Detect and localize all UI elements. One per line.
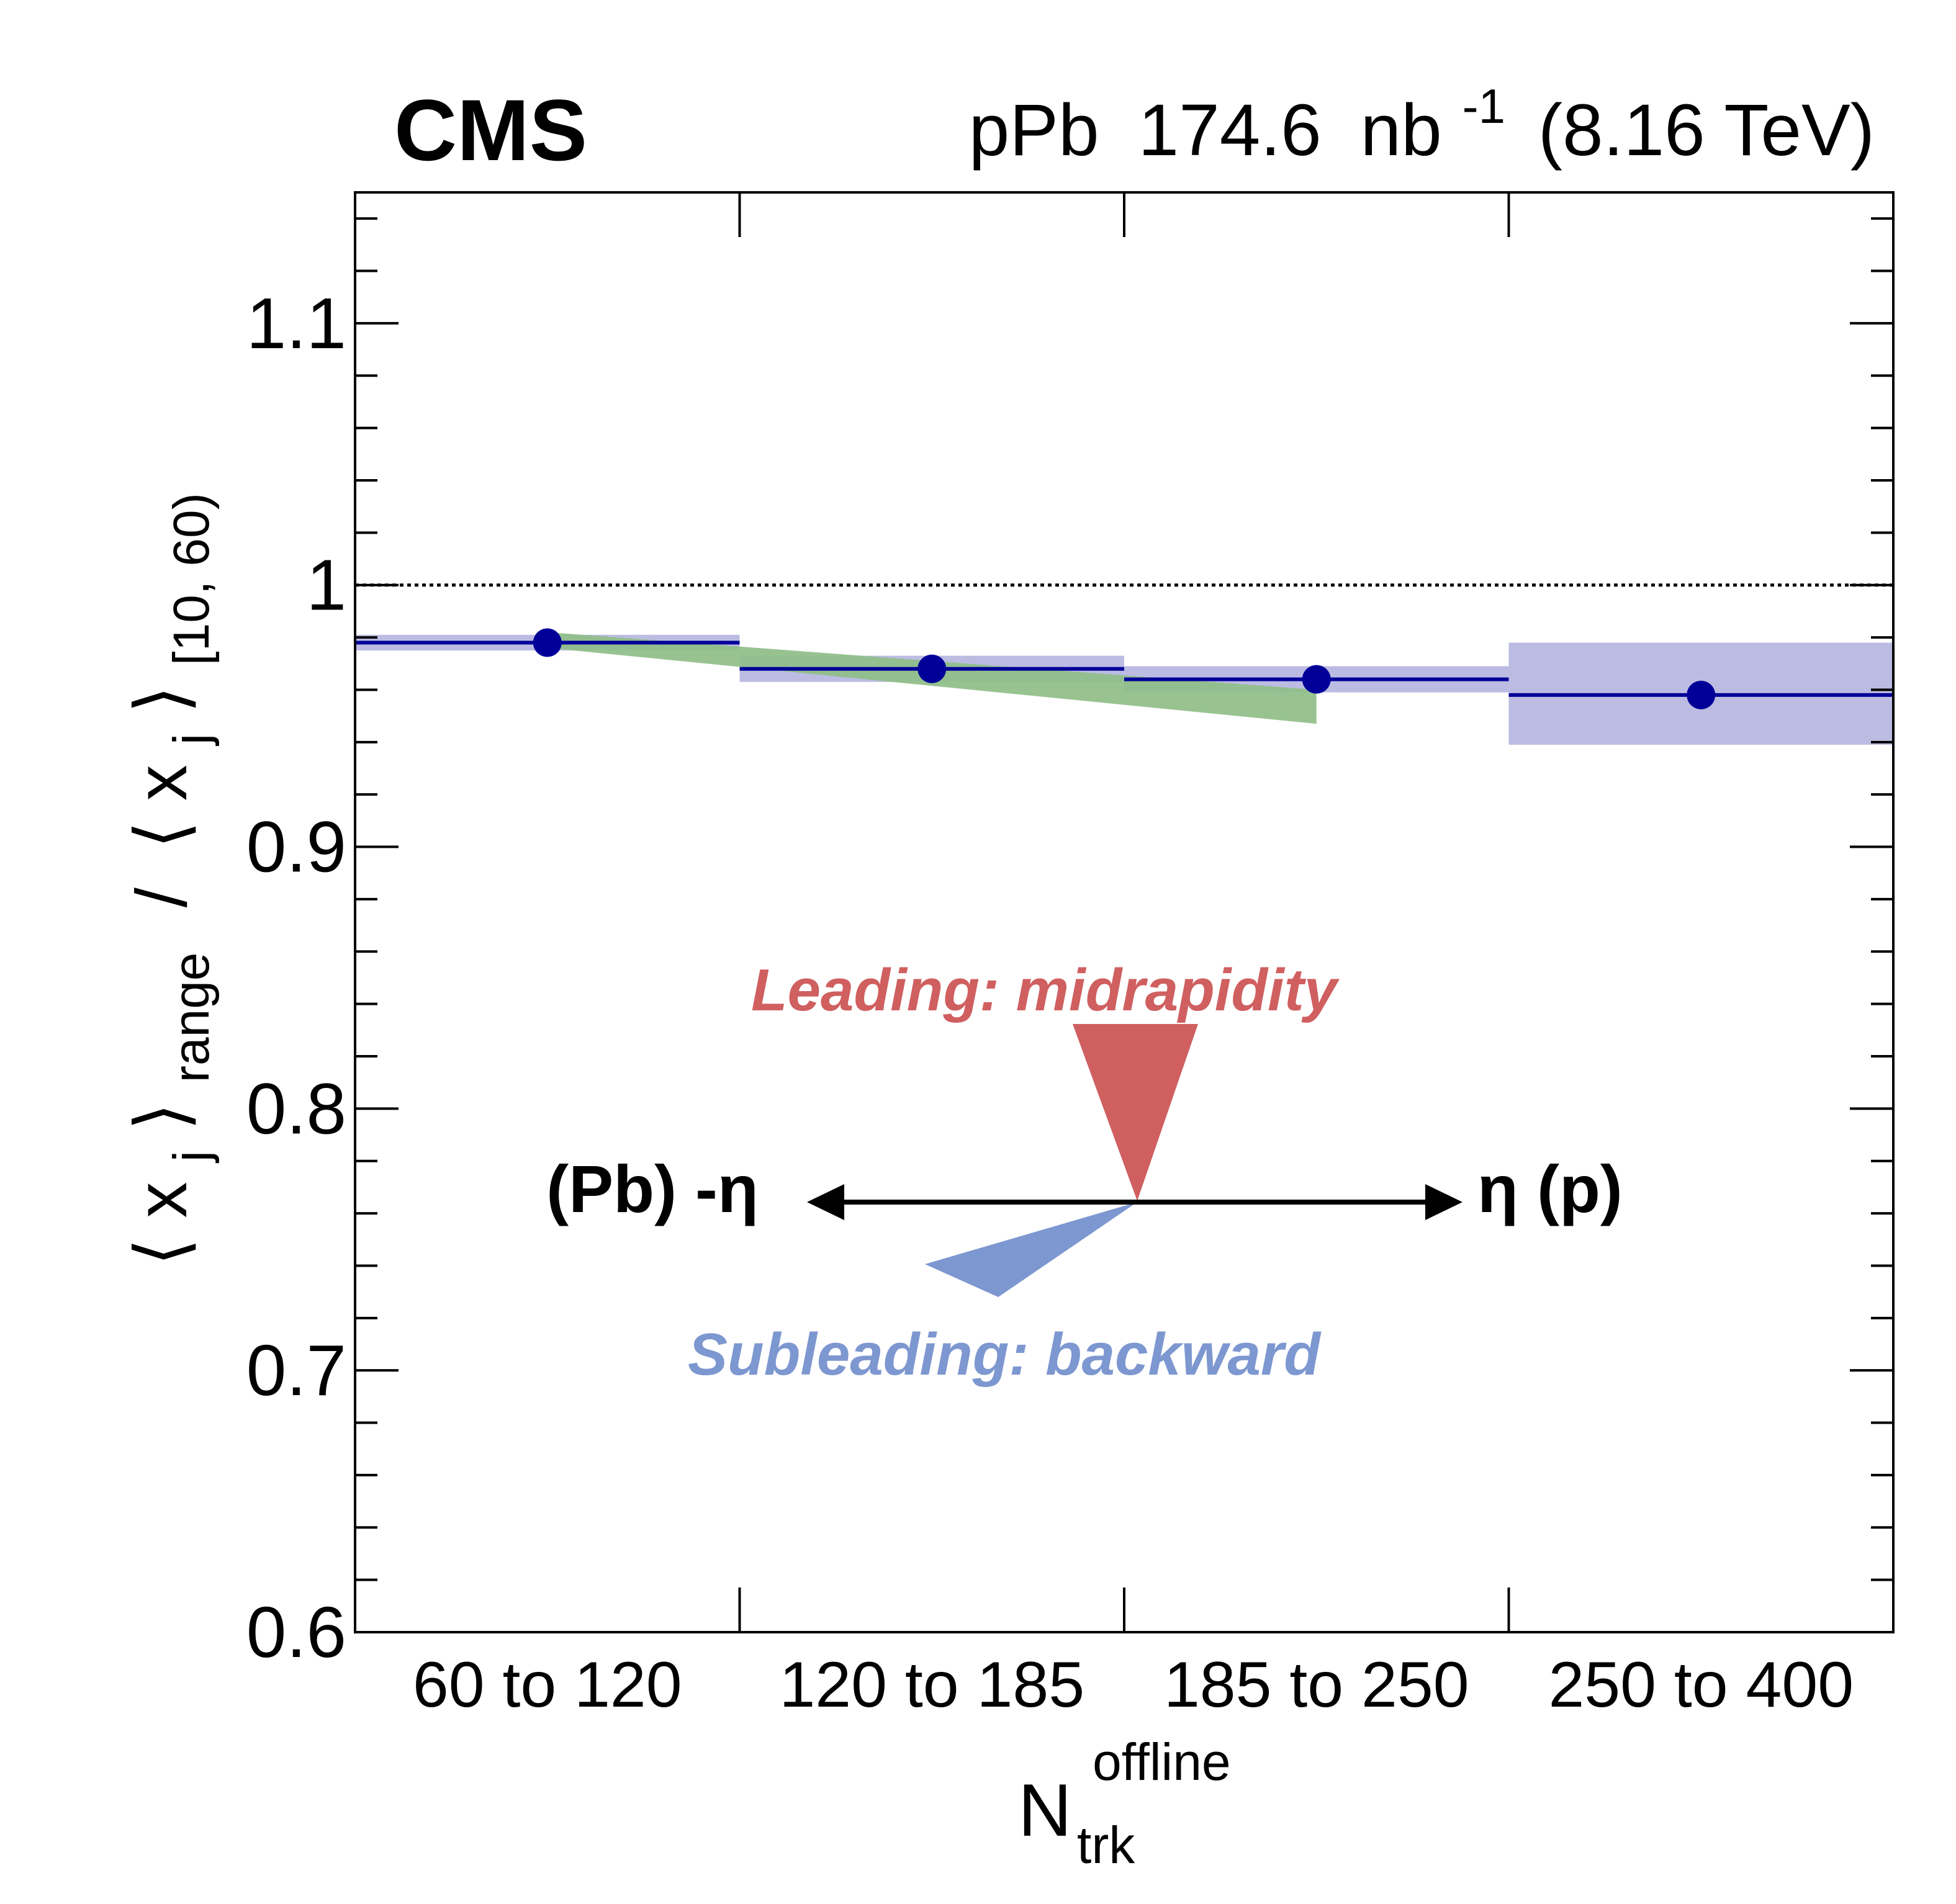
tick-labels: 0.6 0.7 0.8 0.9 1 1.1 60 to 120 120 to 185 185 t… — [246, 283, 1854, 1721]
leading-wedge — [1073, 1024, 1198, 1201]
experiment-label: CMS — [394, 81, 587, 179]
x-tick-label-2: 185 to 250 — [1164, 1649, 1469, 1721]
data-point-0 — [533, 628, 562, 657]
x-axis-label: N offline — [1018, 1733, 1231, 1852]
y-tick-label-2: 0.8 — [246, 1068, 346, 1149]
y-tick-label-3: 0.9 — [246, 807, 346, 887]
x-tick-label-0: 60 to 120 — [413, 1649, 682, 1721]
x-axis-label-sup: offline — [1093, 1733, 1231, 1791]
subleading-wedge — [925, 1202, 1137, 1297]
leading-label: Leading: midrapidity — [751, 957, 1340, 1023]
data-point-2 — [1302, 665, 1331, 694]
x-tick-label-3: 250 to 400 — [1548, 1649, 1854, 1721]
annotation: Leading: midrapidity Subleading: backwar… — [546, 957, 1623, 1388]
data-point-3 — [1687, 680, 1716, 709]
y-label-open-1: ⟨ — [120, 1238, 204, 1266]
y-tick-label-4: 1 — [306, 545, 346, 626]
y-label-slash: / — [121, 887, 202, 907]
header-unit-exp: -1 — [1462, 79, 1505, 133]
header-system: pPb — [969, 89, 1099, 171]
y-tick-label-1: 0.7 — [246, 1330, 346, 1411]
axis-ticks — [355, 192, 1893, 1633]
y-label-range: range — [163, 953, 220, 1083]
y-label-ref: [10, 60) — [163, 493, 220, 665]
y-axis-label: ⟨ x j ⟩ range / ⟨ x j ⟩ [10, 60) — [120, 493, 224, 1266]
header-unit: nb — [1361, 89, 1442, 171]
y-label-sub-2: j — [163, 734, 220, 746]
x-tick-label-1: 120 to 185 — [779, 1649, 1084, 1721]
y-label-close-2: ⟩ — [120, 685, 204, 713]
y-label-sub-1: j — [163, 1151, 220, 1163]
svg-text:⟨ x j ⟩: ⟨ x j ⟩ range / ⟨ x j ⟩ [10, 60) — [120, 493, 224, 1266]
header-right: pPb 174.6 nb -1 (8.16 TeV) — [969, 57, 1875, 171]
y-label-var-1: x — [121, 1182, 202, 1218]
header-luminosity: 174.6 — [1138, 89, 1321, 171]
y-label-close-1: ⟩ — [120, 1103, 204, 1131]
eta-arrow-right — [1425, 1184, 1462, 1220]
eta-left-label: (Pb) -η — [546, 1151, 759, 1226]
eta-arrow-left — [807, 1184, 844, 1220]
x-axis-label-main: N — [1018, 1769, 1072, 1852]
plot-area — [355, 583, 1893, 745]
plot-frame — [354, 191, 1895, 1633]
eta-right-label: η (p) — [1477, 1151, 1623, 1226]
y-tick-label-5: 1.1 — [246, 283, 346, 364]
subleading-label: Subleading: backward — [688, 1321, 1322, 1388]
y-label-open-2: ⟨ — [120, 821, 204, 849]
data-point-1 — [917, 654, 947, 683]
header-energy: (8.16 TeV) — [1538, 89, 1875, 171]
y-tick-label-0: 0.6 — [246, 1592, 346, 1673]
y-label-var-2: x — [121, 765, 202, 801]
x-axis-label-sub: trk — [1077, 1816, 1135, 1874]
